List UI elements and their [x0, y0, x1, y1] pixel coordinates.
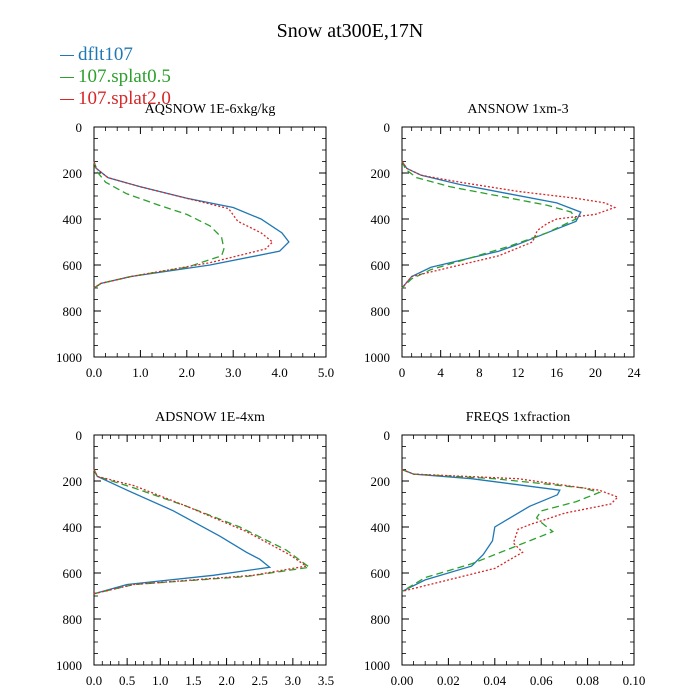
x-tick-label-1: 4.0: [271, 365, 287, 380]
y-tick-label-3: 400: [63, 520, 83, 535]
plot-frame-3: [93, 434, 327, 666]
panel-title-1: AQSNOW 1E-6xkg/kg: [145, 102, 276, 117]
x-tick-label-1: 2.0: [179, 365, 195, 380]
x-tick-label-4: 0.08: [576, 673, 599, 688]
series-dflt107-panel-2: [401, 161, 582, 289]
x-tick-label-4: 0.06: [530, 673, 553, 688]
x-tick-label-2: 20: [589, 365, 602, 380]
x-tick-label-3: 1.5: [185, 673, 201, 688]
y-tick-label-4: 600: [371, 566, 391, 581]
legend-item-dflt107: dflt107: [60, 44, 171, 66]
x-tick-label-2: 12: [512, 365, 525, 380]
legend-swatch: [60, 76, 74, 78]
y-tick-label-2: 400: [371, 212, 391, 227]
x-tick-label-3: 0.0: [86, 673, 102, 688]
x-tick-label-3: 1.0: [152, 673, 168, 688]
y-tick-label-1: 200: [63, 166, 83, 181]
y-tick-label-2: 800: [371, 304, 391, 319]
series-107-splat2-0-panel-2: [401, 161, 617, 289]
y-tick-label-4: 800: [371, 612, 391, 627]
x-tick-label-3: 3.5: [318, 673, 334, 688]
series-107-splat0-5-panel-3: [93, 469, 312, 595]
y-tick-label-2: 200: [371, 166, 391, 181]
y-tick-label-3: 600: [63, 566, 83, 581]
x-tick-label-4: 0.04: [483, 673, 506, 688]
series-dflt107-panel-1: [93, 161, 290, 289]
x-tick-label-2: 4: [437, 365, 444, 380]
x-tick-label-2: 16: [550, 365, 564, 380]
legend-label: dflt107: [78, 44, 133, 65]
y-tick-label-4: 400: [371, 520, 391, 535]
legend-label: 107.splat0.5: [78, 66, 171, 87]
series-107-splat0-5-panel-2: [401, 161, 577, 289]
plot-frame-1: [93, 126, 327, 358]
x-tick-label-1: 3.0: [225, 365, 241, 380]
y-tick-label-3: 200: [63, 474, 83, 489]
y-tick-label-1: 600: [63, 258, 83, 273]
panel-title-2: ANSNOW 1xm-3: [467, 102, 568, 117]
x-tick-label-1: 1.0: [132, 365, 148, 380]
y-tick-label-4: 200: [371, 474, 391, 489]
legend-item-splat05: 107.splat0.5: [60, 66, 171, 88]
series-107-splat2-0-panel-4: [401, 468, 619, 593]
y-tick-label-4: 0: [384, 428, 391, 443]
panel-title-4: FREQS 1xfraction: [466, 410, 571, 425]
x-tick-label-2: 0: [399, 365, 406, 380]
series-107-splat2-0-panel-3: [93, 469, 308, 595]
y-tick-label-1: 400: [63, 212, 83, 227]
plot-frame-2: [401, 126, 635, 358]
x-tick-label-4: 0.00: [391, 673, 414, 688]
x-tick-label-2: 24: [628, 365, 642, 380]
series-dflt107-panel-3: [93, 469, 272, 595]
panel-title-3: ADSNOW 1E-4xm: [155, 410, 265, 425]
x-tick-label-3: 2.5: [252, 673, 268, 688]
x-tick-label-3: 0.5: [119, 673, 135, 688]
y-tick-label-2: 600: [371, 258, 391, 273]
y-tick-label-3: 800: [63, 612, 83, 627]
legend-label: 107.splat2.0: [78, 88, 171, 109]
x-tick-label-1: 5.0: [318, 365, 334, 380]
x-tick-label-3: 3.0: [285, 673, 301, 688]
legend: dflt107 107.splat0.5 107.splat2.0: [60, 44, 171, 110]
x-tick-label-2: 8: [476, 365, 483, 380]
y-tick-label-2: 1000: [364, 350, 390, 365]
y-tick-label-4: 1000: [364, 658, 390, 673]
y-tick-label-3: 1000: [56, 658, 82, 673]
y-tick-label-1: 1000: [56, 350, 82, 365]
series-107-splat0-5-panel-1: [93, 161, 225, 289]
y-tick-label-1: 800: [63, 304, 83, 319]
figure-title: Snow at300E,17N: [276, 20, 424, 42]
y-tick-label-1: 0: [76, 120, 83, 135]
series-107-splat2-0-panel-1: [93, 161, 274, 289]
legend-swatch: [60, 98, 74, 100]
legend-item-splat20: 107.splat2.0: [60, 88, 171, 110]
x-tick-label-1: 0.0: [86, 365, 102, 380]
legend-swatch: [60, 54, 74, 56]
y-tick-label-3: 0: [76, 428, 83, 443]
series-107-splat0-5-panel-4: [401, 468, 602, 592]
y-tick-label-2: 0: [384, 120, 391, 135]
x-tick-label-4: 0.10: [623, 673, 646, 688]
series-dflt107-panel-4: [401, 468, 561, 592]
plot-frame-4: [401, 434, 635, 666]
x-tick-label-3: 2.0: [218, 673, 234, 688]
x-tick-label-4: 0.02: [437, 673, 460, 688]
